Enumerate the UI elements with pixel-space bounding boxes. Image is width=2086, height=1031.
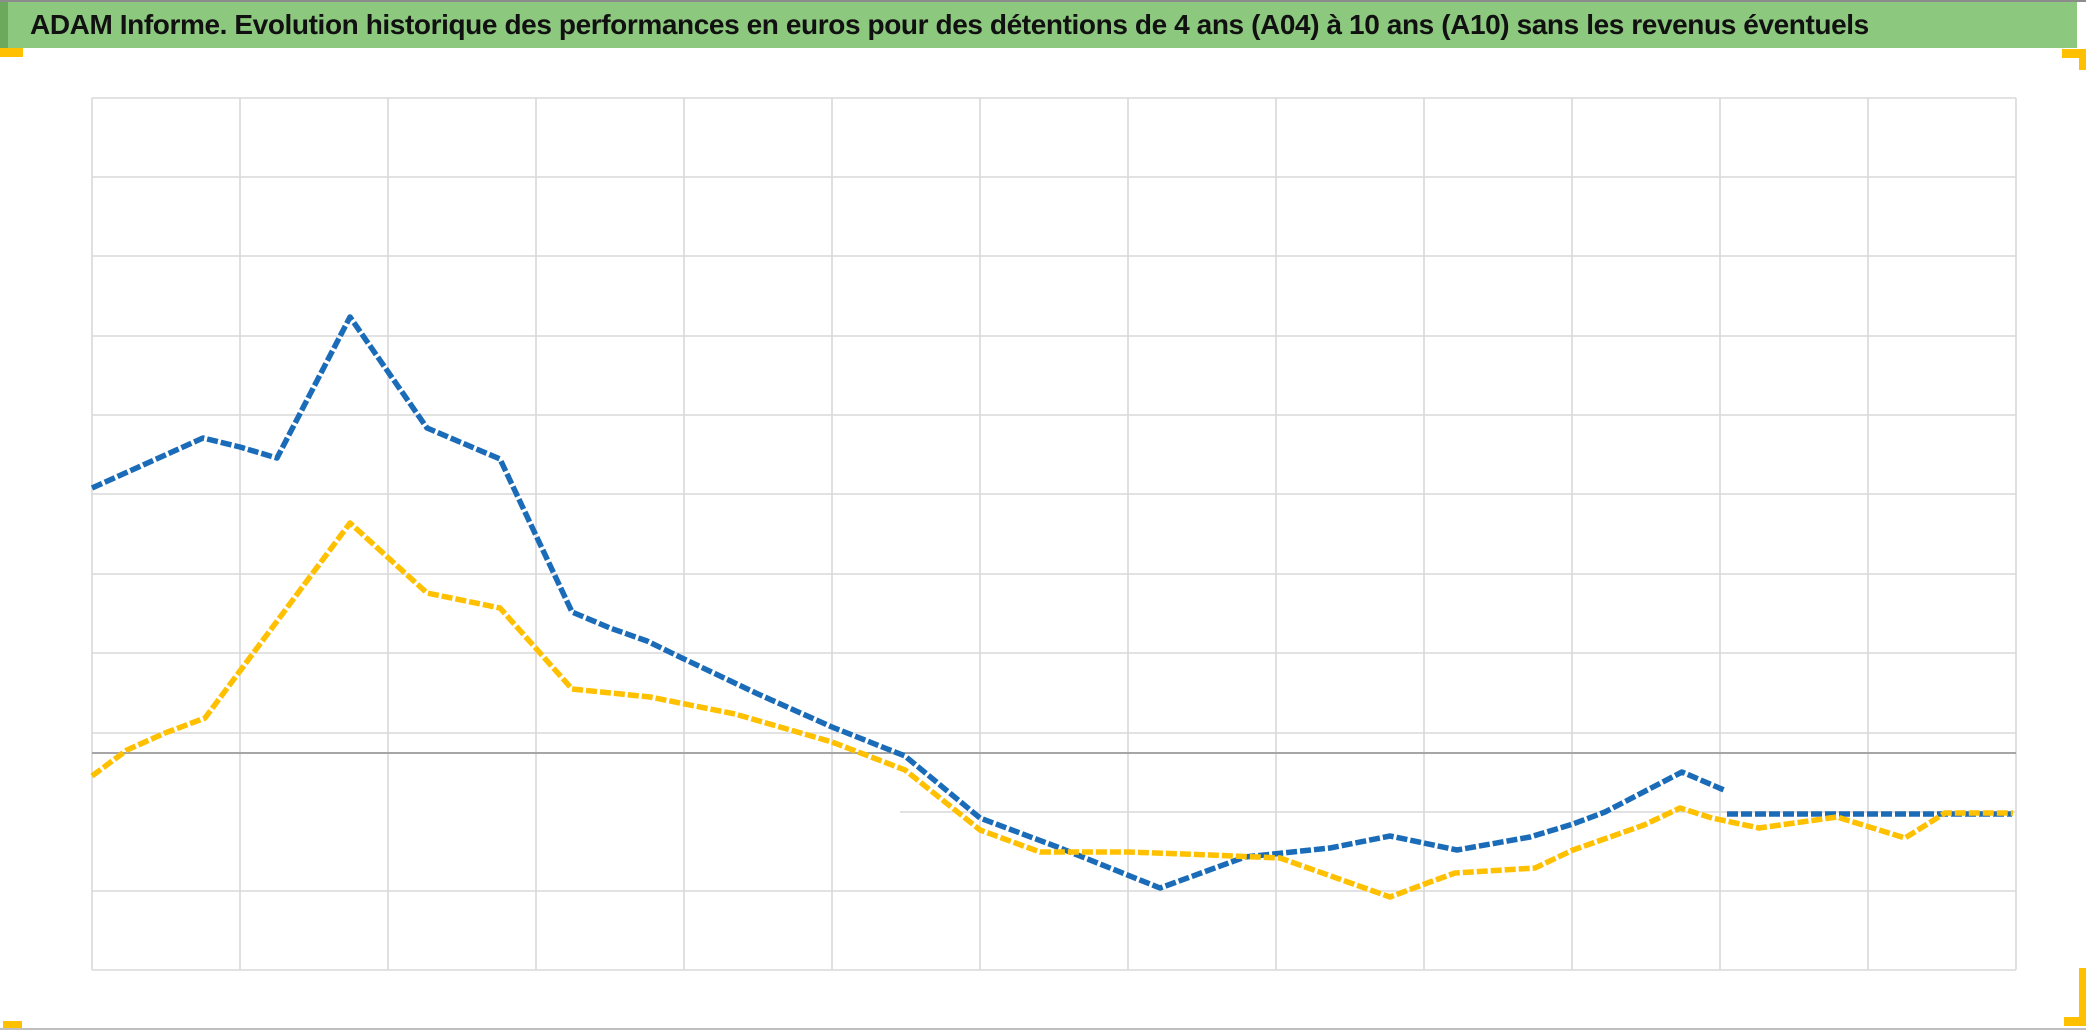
window-bottom-border (0, 1028, 2086, 1030)
corner-mark-bottom-left-icon (3, 1021, 22, 1029)
header-left-accent (0, 2, 8, 48)
header-bar: ADAM Informe. Evolution historique des p… (8, 2, 2077, 48)
corner-mark-bottom-right-icon (2064, 1017, 2086, 1026)
corner-mark-top-left-icon (0, 48, 23, 57)
corner-mark-top-right-icon (2062, 49, 2086, 58)
corner-mark-bottom-right-icon (2079, 968, 2086, 1026)
corner-mark-top-right-icon (2079, 49, 2086, 70)
page-title: ADAM Informe. Evolution historique des p… (30, 9, 1869, 40)
window-top-border (0, 0, 2086, 2)
